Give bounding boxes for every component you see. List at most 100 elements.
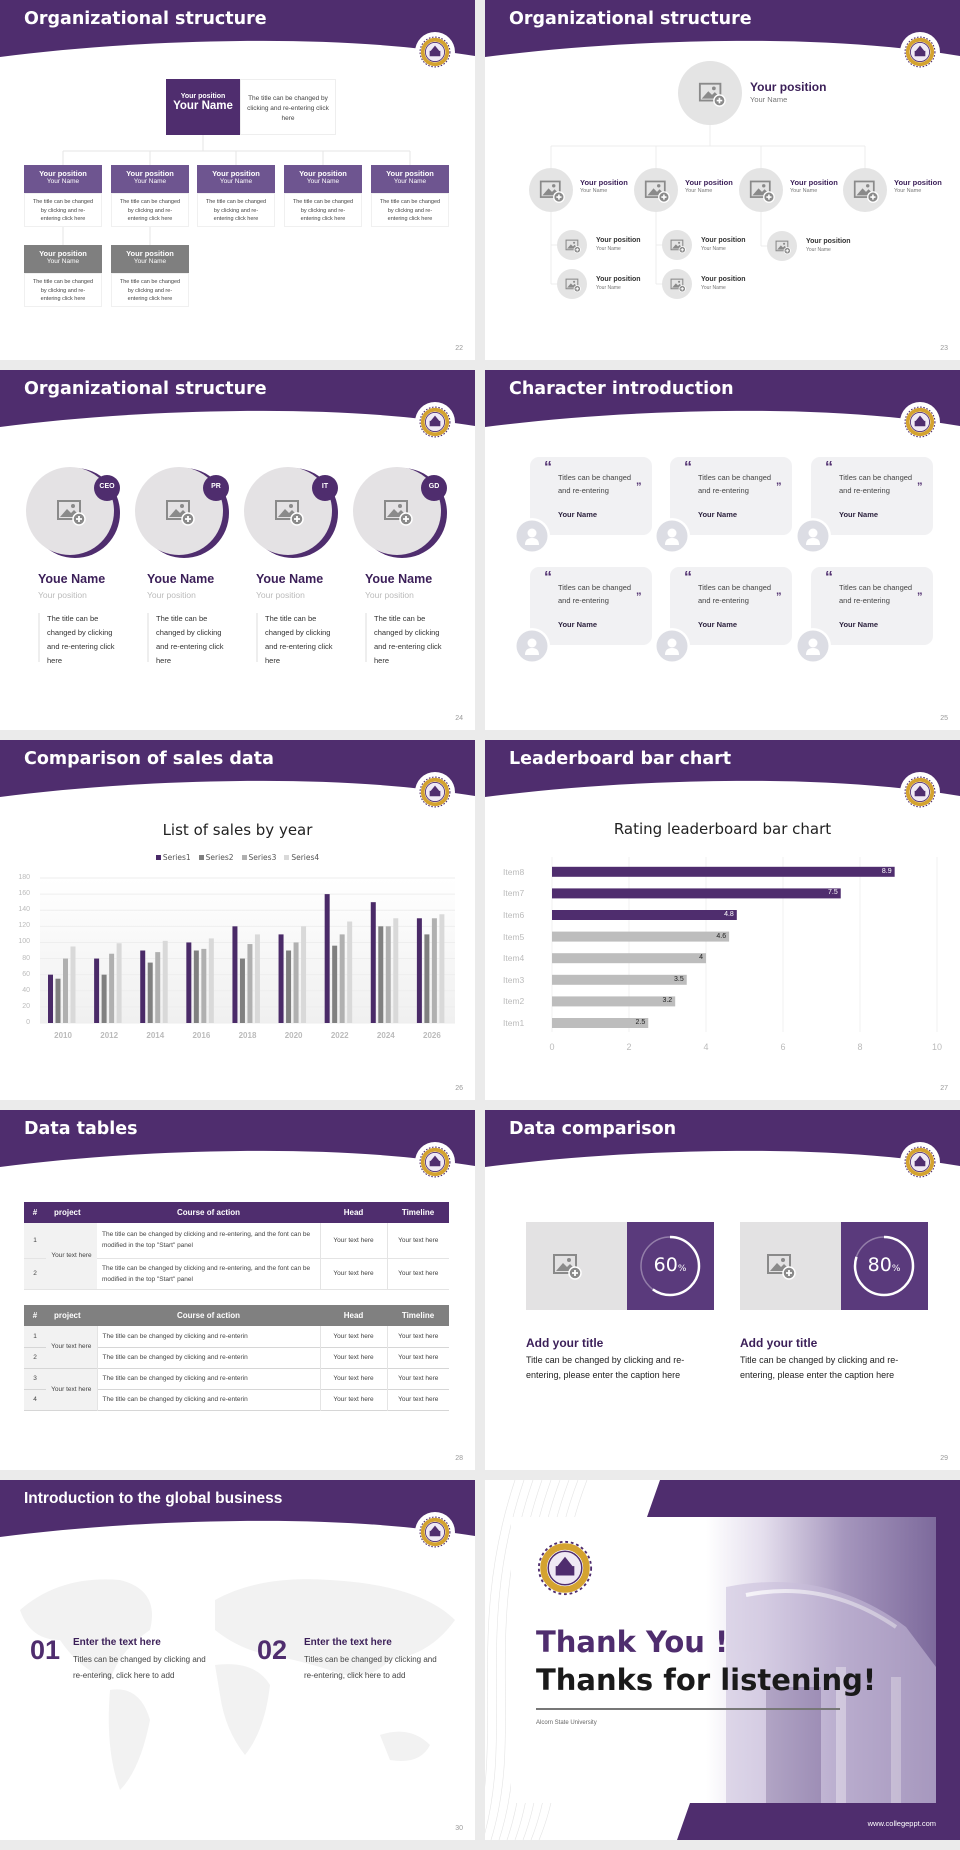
position-description[interactable]: The title can be changed by clicking and… — [24, 273, 102, 307]
column-header[interactable]: Timeline — [401, 1311, 435, 1320]
testimonial-card[interactable]: “ Titles can be changed and re-entering ” Y… — [811, 457, 933, 535]
add-image-icon[interactable] — [670, 277, 686, 293]
person-position: Your position — [256, 590, 305, 600]
add-image-icon[interactable] — [565, 238, 581, 254]
add-image-icon[interactable] — [749, 178, 775, 204]
add-image-icon[interactable] — [165, 497, 195, 527]
table-row[interactable]: 1 Your text here The title can be changed … — [24, 1326, 449, 1368]
course-cell[interactable]: The title can be changed by clicking and… — [102, 1264, 311, 1283]
slide-22[interactable]: Organizational structure 22 Your position Y… — [0, 0, 475, 360]
position-box[interactable]: Your position Your Name — [284, 165, 362, 193]
position-description[interactable]: The title can be changed by clicking and… — [371, 193, 449, 227]
website-url[interactable]: www.collegeppt.com — [867, 1819, 936, 1828]
add-image-icon[interactable] — [56, 497, 86, 527]
add-image-icon[interactable] — [698, 80, 726, 108]
column-header[interactable]: Course of action — [176, 1311, 241, 1320]
x-tick-label: 4 — [703, 1042, 709, 1052]
head-cell[interactable]: Your text here — [319, 1326, 387, 1347]
position-box[interactable]: Your position Your Name — [111, 165, 189, 193]
timeline-cell[interactable]: Your text here — [386, 1368, 449, 1389]
continent-shape — [20, 1579, 152, 1680]
name-label: Your Name — [701, 246, 726, 252]
slide-24[interactable]: Organizational structure 24 CEO Youe Name Yo… — [0, 370, 475, 730]
position-description[interactable]: The title can be changed by clicking and… — [197, 193, 275, 227]
y-tick-label: 60 — [22, 970, 30, 978]
head-cell[interactable]: Your text here — [319, 1389, 387, 1410]
item-description: Title can be changed by clicking and re-… — [740, 1355, 899, 1380]
column-header[interactable]: Course of action — [176, 1208, 241, 1217]
slide-30[interactable]: Introduction to the global business 30 01 E… — [0, 1480, 475, 1840]
slide-header-band — [0, 0, 475, 57]
column-header[interactable]: project — [54, 1311, 81, 1320]
bar-series4-2014 — [162, 940, 168, 1023]
percent-value: 80 — [867, 1254, 892, 1276]
position-box[interactable]: Your position Your Name — [371, 165, 449, 193]
slide-27[interactable]: Leaderboard bar chart 27 Rating leaderboar… — [485, 740, 960, 1100]
column-header[interactable]: # — [32, 1311, 38, 1320]
column-header[interactable]: Timeline — [401, 1208, 435, 1217]
slide-28[interactable]: Data tables 28 # project Course of action Hea… — [0, 1110, 475, 1470]
university-seal-logo — [419, 1516, 451, 1548]
position-box[interactable]: Your position Your Name — [24, 245, 102, 273]
testimonial-card[interactable]: “ Titles can be changed and re-entering ” Y… — [530, 567, 652, 645]
course-cell[interactable]: The title can be changed by clicking and… — [96, 1326, 320, 1347]
bar-series3-2022 — [339, 934, 345, 1023]
add-image-icon[interactable] — [383, 497, 413, 527]
table-row[interactable]: 1 Your text here The title can be changed … — [24, 1223, 449, 1289]
position-description[interactable]: The title can be changed by clicking and… — [24, 193, 102, 227]
add-image-icon[interactable] — [766, 1251, 796, 1281]
head-cell[interactable]: Your text here — [319, 1368, 387, 1389]
slide-23[interactable]: Organizational structure 23 Your position Y… — [485, 0, 960, 360]
position-description[interactable]: The title can be changed by clicking and… — [111, 273, 189, 307]
position-label: Your position — [180, 93, 226, 100]
add-image-icon[interactable] — [565, 277, 581, 293]
add-image-icon[interactable] — [539, 178, 565, 204]
testimonial-card[interactable]: “ Titles can be changed and re-entering ” Y… — [670, 567, 792, 645]
slide-header-band — [0, 1480, 475, 1537]
timeline-cell[interactable]: Your text here — [386, 1326, 449, 1347]
course-cell[interactable]: The title can be changed by clicking and… — [102, 1231, 311, 1250]
add-image-icon[interactable] — [274, 497, 304, 527]
course-cell[interactable]: The title can be changed by clicking and… — [96, 1368, 320, 1389]
timeline-cell[interactable]: Your text here — [386, 1258, 449, 1289]
course-cell[interactable]: The title can be changed by clicking and… — [96, 1347, 320, 1368]
column-header[interactable]: # — [32, 1208, 38, 1217]
timeline-cell[interactable]: Your text here — [386, 1223, 449, 1258]
position-box[interactable]: Your position Your Name — [111, 245, 189, 273]
position-description[interactable]: The title can be changed by clicking and… — [111, 193, 189, 227]
head-cell[interactable]: Your text here — [319, 1258, 387, 1289]
slide-31[interactable]: Thank You ! Thanks for listening! Alcorn S… — [485, 1480, 960, 1840]
position-box[interactable]: Your position Your Name — [197, 165, 275, 193]
testimonial-card[interactable]: “ Titles can be changed and re-entering ” Y… — [670, 457, 792, 535]
add-image-icon[interactable] — [644, 178, 670, 204]
person-name: Your Name — [698, 510, 738, 519]
header-wave — [0, 1480, 475, 1537]
position-description[interactable]: The title can be changed by clicking and… — [284, 193, 362, 227]
slide-26[interactable]: Comparison of sales data 26 List of sales … — [0, 740, 475, 1100]
course-cell[interactable]: The title can be changed by clicking and… — [96, 1389, 320, 1410]
timeline-cell[interactable]: Your text here — [386, 1389, 449, 1410]
testimonial-card[interactable]: “ Titles can be changed and re-entering ” Y… — [530, 457, 652, 535]
head-cell[interactable]: Your text here — [319, 1223, 387, 1258]
head-cell[interactable]: Your text here — [319, 1347, 387, 1368]
top-description[interactable]: The title can be changed by clicking and… — [240, 79, 336, 135]
table-row[interactable]: 4 The title can be changed by clicking an… — [24, 1389, 449, 1410]
add-image-icon[interactable] — [670, 238, 686, 254]
table-row[interactable]: 2 The title can be changed by clicking an… — [24, 1258, 449, 1289]
top-position-box[interactable]: Your position Your Name — [166, 79, 240, 135]
testimonial-card[interactable]: “ Titles can be changed and re-entering ” Y… — [811, 567, 933, 645]
slide-25[interactable]: Character introduction 25 “ Titles can be c… — [485, 370, 960, 730]
column-header[interactable]: Head — [343, 1208, 364, 1217]
legend-item: Series3 — [241, 853, 276, 862]
table-row[interactable]: 2 The title can be changed by clicking an… — [24, 1347, 449, 1368]
add-image-icon[interactable] — [853, 178, 879, 204]
add-image-icon[interactable] — [775, 239, 791, 255]
table-row[interactable]: 3 Your text here The title can be changed … — [24, 1368, 449, 1410]
add-image-icon[interactable] — [552, 1251, 582, 1281]
close-quote-icon: ” — [636, 591, 642, 603]
timeline-cell[interactable]: Your text here — [386, 1347, 449, 1368]
column-header[interactable]: Head — [343, 1311, 364, 1320]
slide-29[interactable]: Data comparison 29 60% Add your title Title … — [485, 1110, 960, 1470]
column-header[interactable]: project — [54, 1208, 81, 1217]
position-box[interactable]: Your position Your Name — [24, 165, 102, 193]
